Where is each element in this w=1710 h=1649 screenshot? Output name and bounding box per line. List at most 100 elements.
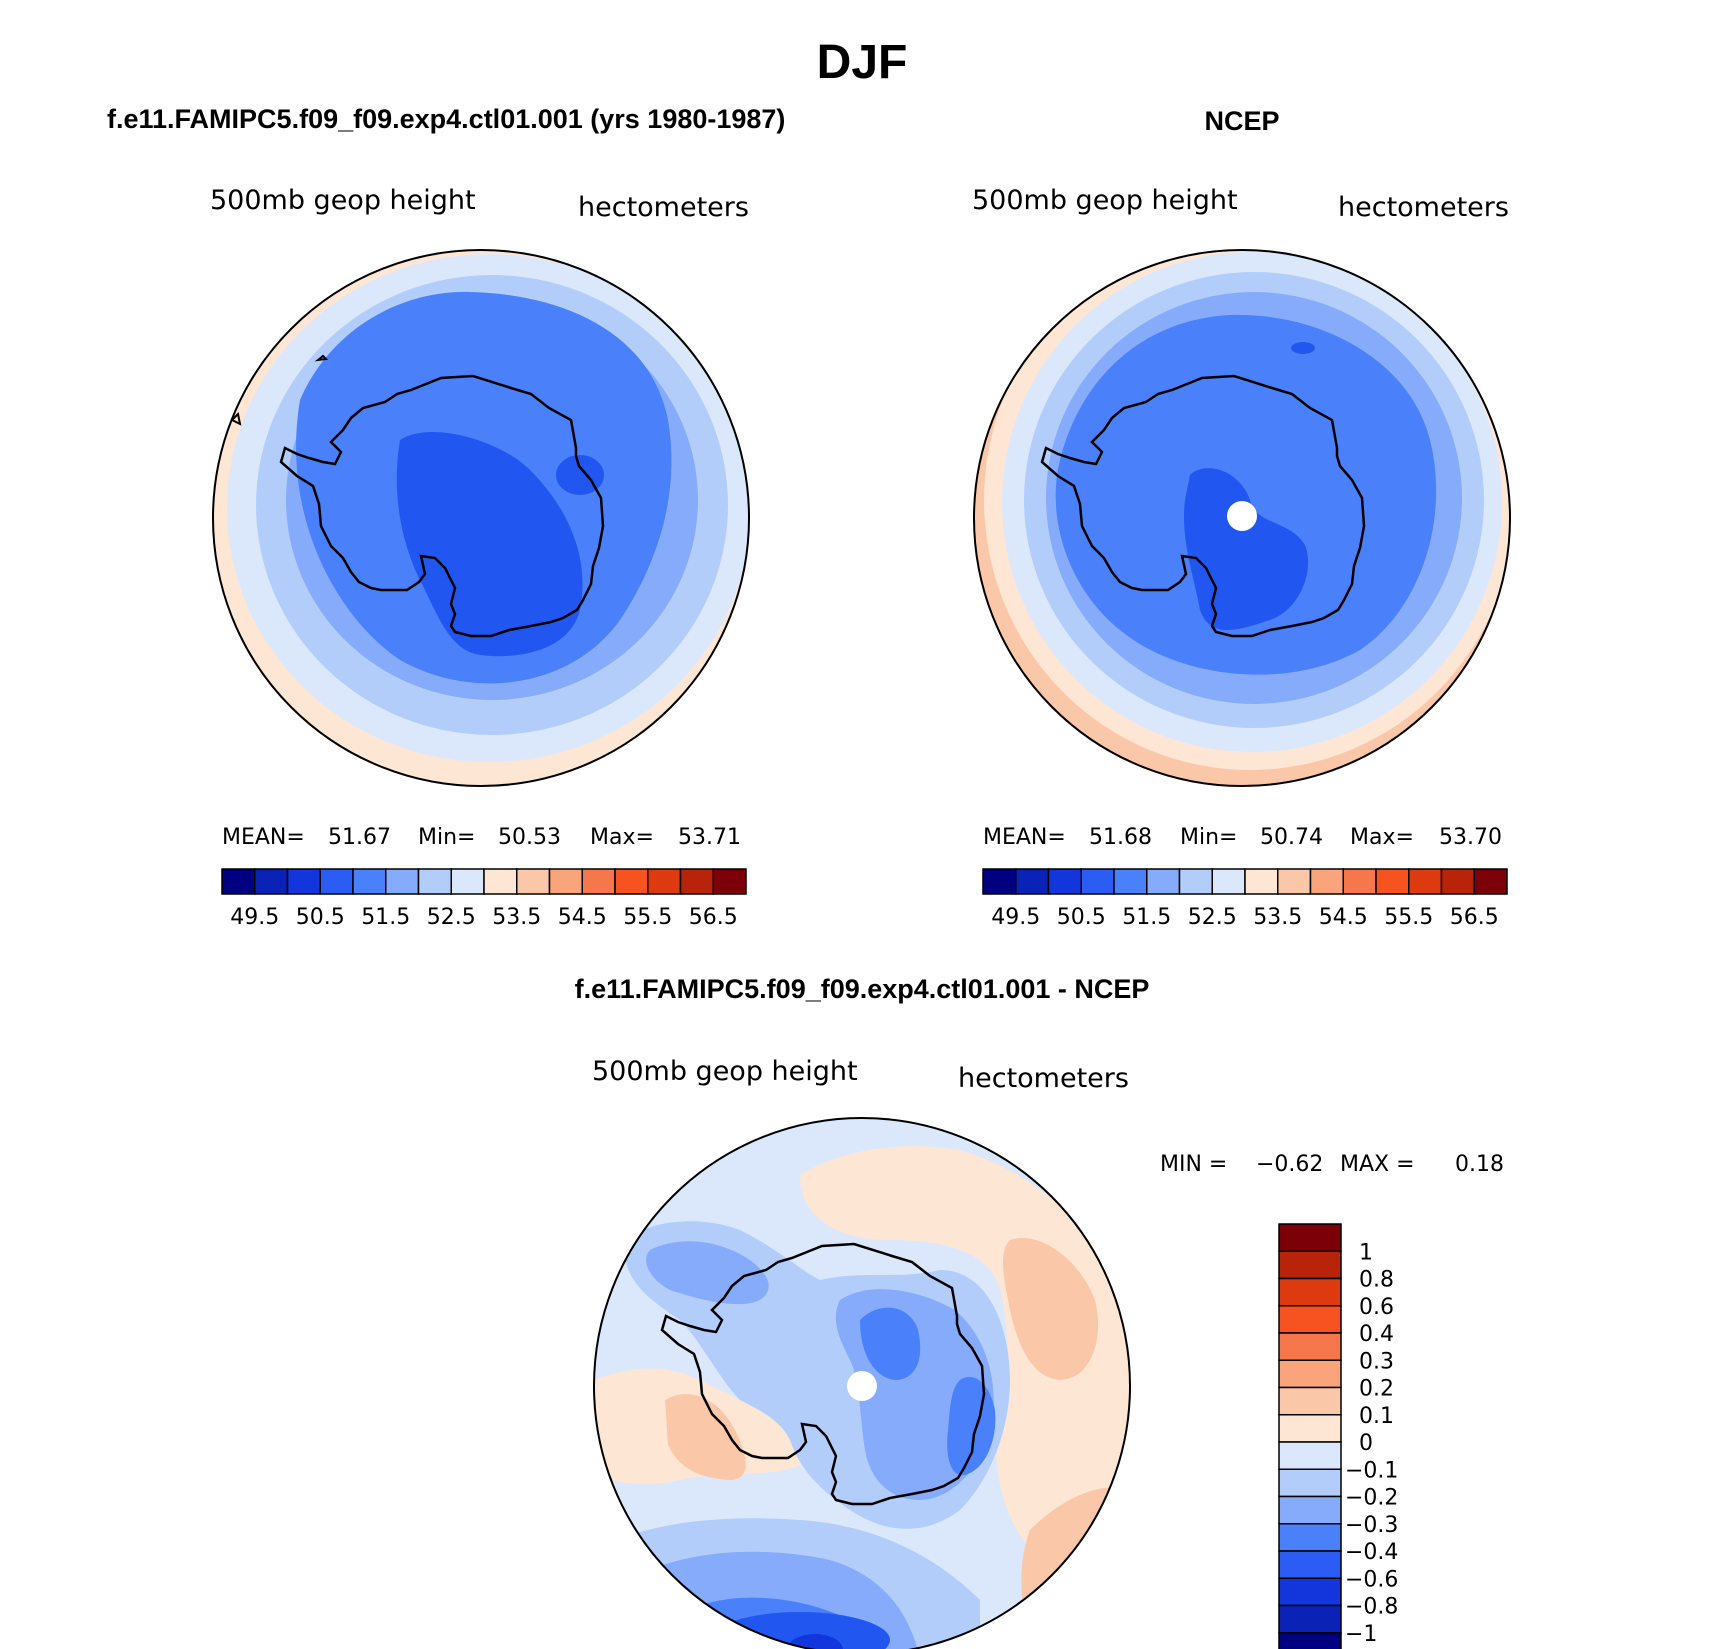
- colorbar-tick-label: 51.5: [361, 905, 410, 930]
- panel-diff-min: −0.62: [1256, 1152, 1323, 1177]
- colorbar-swatch: [581, 868, 616, 895]
- panel-model-max: 53.71: [678, 825, 741, 850]
- colorbar-swatch: [1278, 1223, 1342, 1252]
- colorbar-swatch: [1277, 868, 1312, 895]
- colorbar-swatch: [647, 868, 682, 895]
- colorbar-swatch: [1278, 1495, 1342, 1525]
- colorbar-swatch: [352, 868, 387, 895]
- colorbar-swatch: [1146, 868, 1181, 895]
- colorbar-tick-label: −0.2: [1345, 1486, 1398, 1511]
- band-51p0-small: [1291, 342, 1315, 354]
- panel-diff-max: 0.18: [1455, 1152, 1504, 1177]
- panel-model-mean: 51.67: [328, 825, 391, 850]
- colorbar-swatch: [1211, 868, 1246, 895]
- colorbar-swatch: [1342, 868, 1377, 895]
- band-neg-0p2: [646, 1241, 769, 1305]
- panel-obs-colorbar-labels: 49.5 50.5 51.5 52.5 53.5 54.5 55.5 56.5: [991, 905, 1498, 930]
- colorbar-tick-label: 56.5: [1450, 905, 1499, 930]
- panel-obs-mean-label: MEAN=: [983, 825, 1066, 850]
- colorbar-swatch: [1278, 1550, 1342, 1579]
- colorbar-tick-label: −0.6: [1345, 1567, 1398, 1592]
- colorbar-swatch: [1278, 1414, 1342, 1443]
- colorbar-tick-label: 49.5: [991, 905, 1040, 930]
- panel-model-colorbar-labels: 49.5 50.5 51.5 52.5 53.5 54.5 55.5 56.5: [230, 905, 737, 930]
- panel-obs: NCEP 500mb geop height hectometers MEAN=…: [972, 106, 1511, 930]
- colorbar-swatch: [548, 868, 583, 895]
- colorbar-swatch: [1278, 1250, 1342, 1280]
- panel-diff-min-label: MIN =: [1160, 1152, 1227, 1177]
- panel-diff-colorbar: [1278, 1223, 1342, 1649]
- colorbar-swatch: [1113, 868, 1148, 895]
- colorbar-swatch: [1278, 1277, 1342, 1307]
- panel-obs-mean: 51.68: [1089, 825, 1152, 850]
- panel-obs-map-border: [973, 249, 1511, 787]
- panel-model-units: hectometers: [578, 192, 749, 223]
- band-pos-0p1-east: [1003, 1238, 1099, 1380]
- colorbar-tick-label: 56.5: [689, 905, 738, 930]
- colorbar-swatch: [483, 868, 518, 895]
- colorbar-tick-label: 0.6: [1359, 1295, 1394, 1320]
- panel-model-max-label: Max=: [590, 825, 654, 850]
- panel-obs-variable: 500mb geop height: [972, 185, 1238, 216]
- colorbar-swatch: [712, 868, 747, 895]
- panel-diff: f.e11.FAMIPC5.f09_f09.exp4.ctl01.001 - N…: [575, 974, 1504, 1649]
- panel-diff-max-label: MAX =: [1340, 1152, 1415, 1177]
- colorbar-swatch: [614, 868, 649, 895]
- panel-model-colorbar: [221, 868, 747, 895]
- colorbar-swatch: [1278, 1468, 1342, 1498]
- pole-hole: [1227, 501, 1257, 531]
- panel-obs-units: hectometers: [1338, 192, 1509, 223]
- panel-obs-max-label: Max=: [1350, 825, 1414, 850]
- panel-model-map: [213, 250, 749, 786]
- panel-obs-max: 53.70: [1439, 825, 1502, 850]
- panel-model-min: 50.53: [498, 825, 561, 850]
- colorbar-swatch: [1375, 868, 1410, 895]
- panel-obs-colorbar: [982, 868, 1508, 895]
- colorbar-tick-label: 0.3: [1359, 1349, 1394, 1374]
- colorbar-swatch: [1278, 1386, 1342, 1416]
- colorbar-swatch: [1278, 1441, 1342, 1470]
- colorbar-swatch: [1278, 1632, 1342, 1649]
- colorbar-swatch: [1278, 1359, 1342, 1389]
- colorbar-swatch: [1408, 868, 1443, 895]
- colorbar-swatch: [1278, 1332, 1342, 1361]
- panel-model: f.e11.FAMIPC5.f09_f09.exp4.ctl01.001 (yr…: [107, 104, 785, 930]
- panel-model-min-label: Min=: [418, 825, 475, 850]
- colorbar-tick-label: 50.5: [296, 905, 345, 930]
- colorbar-tick-label: 50.5: [1057, 905, 1106, 930]
- colorbar-tick-label: 53.5: [492, 905, 541, 930]
- panel-obs-min: 50.74: [1260, 825, 1323, 850]
- colorbar-tick-label: −1: [1345, 1622, 1377, 1647]
- island-outline: [230, 354, 329, 426]
- band-pos-0p1-west: [665, 1394, 746, 1480]
- colorbar-swatch: [1278, 1305, 1342, 1334]
- colorbar-tick-label: 52.5: [1188, 905, 1237, 930]
- colorbar-tick-label: −0.3: [1345, 1513, 1398, 1538]
- colorbar-swatch: [1178, 868, 1213, 895]
- colorbar-swatch: [516, 868, 551, 895]
- colorbar-swatch: [450, 868, 485, 895]
- colorbar-swatch: [1440, 868, 1475, 895]
- panel-model-mean-label: MEAN=: [222, 825, 305, 850]
- colorbar-tick-label: 52.5: [427, 905, 476, 930]
- band-51p0-east: [556, 455, 604, 495]
- colorbar-tick-label: 54.5: [558, 905, 607, 930]
- colorbar-swatch: [1080, 868, 1115, 895]
- colorbar-swatch: [385, 868, 420, 895]
- colorbar-swatch: [1015, 868, 1050, 895]
- colorbar-swatch: [1309, 868, 1344, 895]
- colorbar-tick-label: 53.5: [1253, 905, 1302, 930]
- panel-diff-colorbar-labels: 1 0.80.60.40.3 0.20.10−0.1 −0.2−0.3−0.4−0.6…: [1345, 1240, 1398, 1647]
- panel-diff-variable: 500mb geop height: [592, 1056, 858, 1087]
- band-neg-0p3-center: [860, 1307, 921, 1380]
- colorbar-tick-label: −0.8: [1345, 1595, 1398, 1620]
- colorbar-swatch: [417, 868, 452, 895]
- panel-model-map-border: [212, 249, 750, 787]
- colorbar-swatch: [1278, 1604, 1342, 1634]
- colorbar-swatch: [1473, 868, 1508, 895]
- colorbar-swatch: [982, 868, 1017, 895]
- panel-diff-units: hectometers: [958, 1063, 1129, 1094]
- colorbar-swatch: [679, 868, 714, 895]
- colorbar-swatch: [1278, 1523, 1342, 1552]
- colorbar-tick-label: −0.1: [1345, 1458, 1398, 1483]
